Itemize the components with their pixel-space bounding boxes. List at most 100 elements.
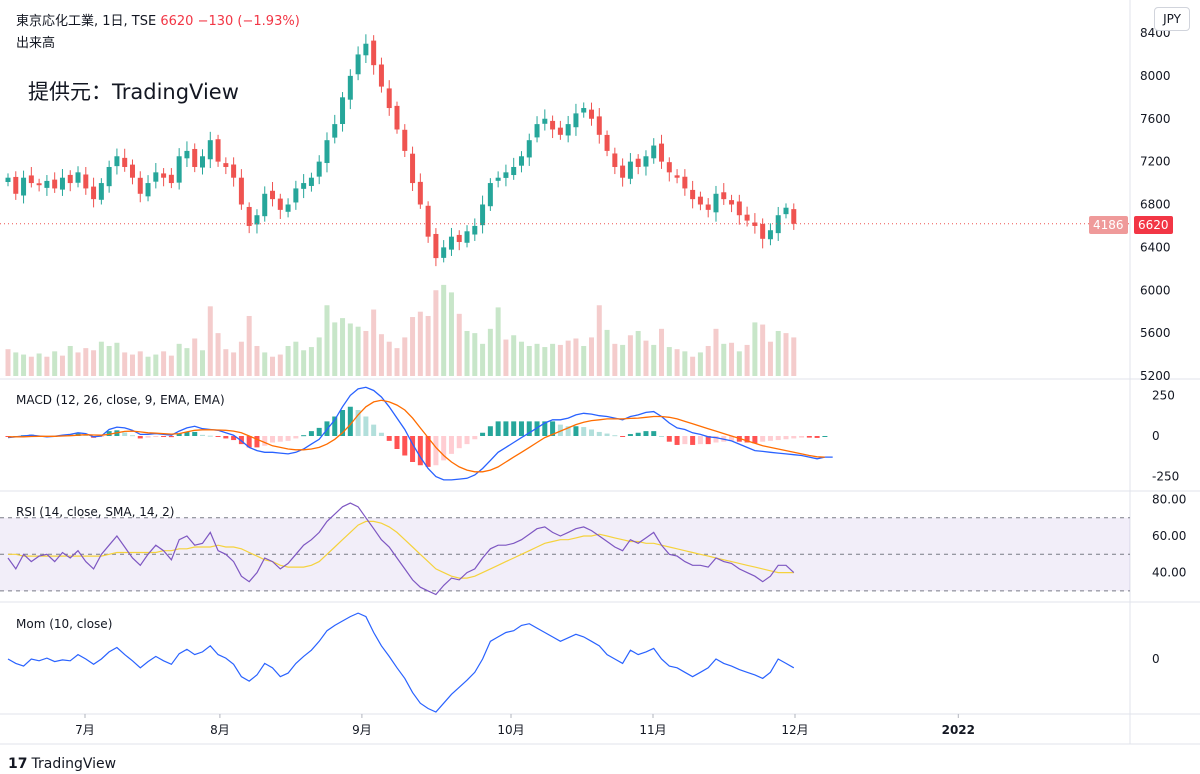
macd-histogram-bar — [503, 421, 509, 436]
macd-histogram-bar — [573, 426, 579, 436]
candle-body — [542, 118, 548, 124]
volume-bar — [534, 343, 540, 376]
candle-body — [495, 177, 501, 181]
macd-histogram-bar — [425, 436, 431, 467]
macd-histogram-bar — [347, 406, 353, 436]
candle-body — [643, 156, 649, 167]
macd-histogram-bar — [674, 436, 680, 445]
macd-histogram-bar — [448, 436, 454, 454]
candle-body — [534, 124, 540, 138]
macd-histogram-bar — [791, 436, 797, 439]
candle-body — [207, 140, 213, 160]
volume-bar — [472, 333, 478, 376]
provider-watermark: 提供元：TradingView — [28, 80, 239, 104]
candle-body — [480, 204, 486, 226]
macd-histogram-bar — [106, 431, 112, 436]
volume-bar — [145, 356, 151, 376]
candle-body — [223, 163, 229, 167]
volume-bar — [394, 348, 400, 376]
candle-body — [744, 214, 750, 221]
macd-histogram-bar — [371, 424, 377, 436]
macd-histogram-bar — [122, 432, 128, 436]
volume-bar — [184, 348, 190, 376]
candle-body — [153, 172, 159, 182]
volume-bar — [767, 341, 773, 376]
volume-bar — [59, 355, 65, 376]
volume-bar — [137, 351, 143, 376]
candle-body — [340, 97, 346, 125]
indicator-tick-label: 250 — [1152, 388, 1175, 402]
currency-button[interactable]: JPY — [1154, 7, 1190, 31]
volume-bar — [752, 322, 758, 376]
macd-histogram-bar — [223, 436, 229, 439]
macd-histogram-bar — [301, 435, 307, 437]
volume-bar — [254, 345, 260, 376]
macd-histogram-bar — [277, 436, 283, 442]
indicator-tick-label: 0 — [1152, 652, 1160, 666]
candle-body — [114, 156, 120, 167]
macd-histogram-bar — [534, 421, 540, 436]
candle-body — [13, 176, 19, 194]
macd-histogram-bar — [215, 436, 221, 437]
volume-bar — [5, 349, 11, 376]
candle-body — [75, 172, 81, 183]
volume-bar — [705, 345, 711, 376]
volume-bar — [246, 315, 252, 376]
candle-body — [456, 234, 462, 243]
macd-histogram-bar — [386, 436, 392, 441]
macd-title: MACD (12, 26, close, 9, EMA, EMA) — [16, 393, 225, 407]
macd-histogram-bar — [744, 436, 750, 443]
candle-body — [620, 165, 626, 178]
candle-body — [363, 43, 369, 56]
candle-body — [448, 236, 454, 250]
volume-bar — [114, 342, 120, 376]
price-tick-label: 7600 — [1140, 112, 1171, 126]
candle-body — [83, 174, 89, 189]
indicator-tick-label: -250 — [1152, 470, 1179, 484]
candle-body — [285, 204, 291, 212]
volume-bar — [433, 290, 439, 376]
rsi-ma-line — [8, 520, 794, 579]
volume-bar — [308, 347, 314, 376]
volume-bar — [122, 352, 128, 376]
volume-bar — [697, 352, 703, 376]
volume-bar — [301, 350, 307, 376]
macd-histogram-bar — [806, 436, 812, 438]
footer-brand[interactable]: 17 TradingView — [8, 756, 116, 772]
candles — [5, 34, 797, 267]
candle-body — [277, 198, 283, 210]
volume-bar — [176, 343, 182, 376]
macd-histogram-bar — [200, 434, 205, 436]
volume-bar — [168, 355, 174, 376]
candle-body — [573, 113, 579, 128]
candle-body — [511, 166, 517, 176]
volume-bar — [277, 354, 283, 376]
macd-histogram-bar — [332, 416, 338, 436]
macd-histogram-bar — [433, 436, 439, 466]
macd-histogram-bar — [231, 436, 237, 441]
volume-bar — [511, 335, 517, 376]
volume-bar — [775, 330, 781, 376]
macd-histogram-bar — [760, 436, 766, 442]
price-tick-label: 6400 — [1140, 240, 1171, 254]
macd-histogram-bar — [402, 436, 408, 456]
candle-body — [721, 192, 727, 200]
price-tick-label: 7200 — [1140, 155, 1171, 169]
macd-histogram-bar — [565, 426, 571, 436]
candle-body — [417, 181, 423, 205]
volume-bar — [21, 354, 27, 376]
macd-histogram-bar — [363, 416, 369, 436]
candle-body — [215, 139, 221, 162]
candle-body — [433, 233, 439, 259]
volume-bar — [270, 356, 276, 376]
macd-histogram-bar — [464, 436, 470, 445]
volume-bar — [550, 343, 556, 376]
candle-body — [36, 183, 42, 186]
price-tick-label: 6000 — [1140, 283, 1171, 297]
macd-histogram-bar — [161, 436, 167, 437]
candle-body — [308, 177, 314, 186]
volume-bar — [729, 342, 735, 376]
volume-bar — [44, 356, 50, 376]
candle-body — [518, 156, 524, 166]
